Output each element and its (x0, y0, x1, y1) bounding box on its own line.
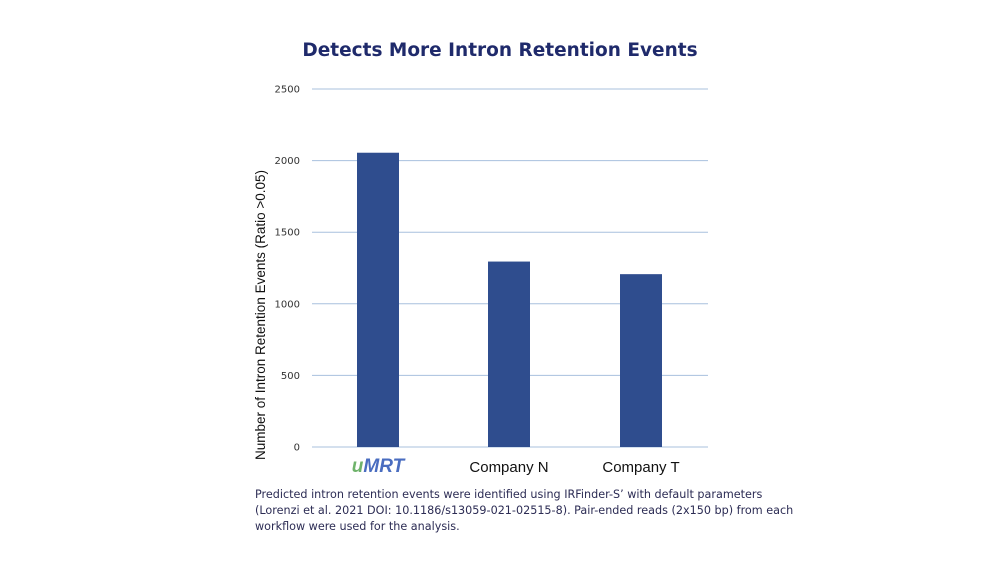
bars (357, 152, 662, 447)
x-tick-label: Company T (602, 459, 679, 476)
x-tick-label: Company N (469, 459, 548, 476)
y-tick-label: 1500 (275, 228, 300, 239)
x-axis-labels: uMRT Company N Company T (352, 456, 680, 477)
y-tick-label: 2000 (275, 156, 300, 167)
caption-line-3: workflow were used for the analysis. (255, 520, 460, 533)
bar-umrt (357, 152, 399, 447)
y-tick-label: 0 (294, 443, 300, 454)
y-tick-label: 1000 (275, 299, 300, 310)
y-axis-label: Number of Intron Retention Events (Ratio… (253, 170, 268, 460)
caption-line-2: (Lorenzi et al. 2021 DOI: 10.1186/s13059… (255, 504, 794, 517)
y-axis-ticks: 0 500 1000 1500 2000 2500 (275, 85, 300, 454)
y-tick-label: 500 (281, 371, 300, 382)
chart-title: Detects More Intron Retention Events (302, 40, 698, 61)
caption: Predicted intron retention events were i… (255, 487, 794, 535)
caption-line-1: Predicted intron retention events were i… (255, 488, 763, 501)
x-tick-label-brand: uMRT (352, 456, 406, 477)
bar-company-n (488, 261, 530, 447)
y-tick-label: 2500 (275, 85, 300, 96)
bar-company-t (620, 274, 662, 447)
